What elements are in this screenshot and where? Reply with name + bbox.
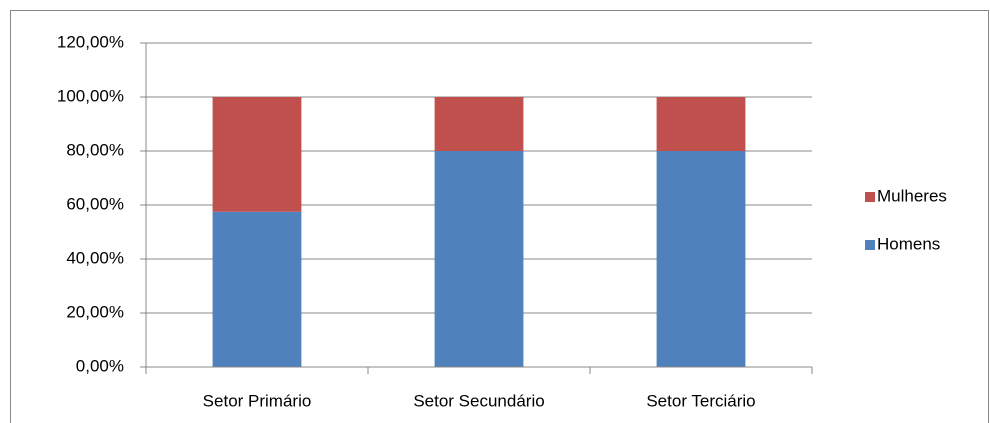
- y-tick-label: 120,00%: [57, 32, 124, 51]
- x-tick-label: Setor Terciário: [646, 391, 755, 410]
- x-tick-label: Setor Secundário: [413, 391, 544, 410]
- bar-segment: [212, 97, 302, 212]
- legend-swatch: [865, 192, 875, 202]
- legend-label: Homens: [877, 234, 940, 253]
- y-tick-label: 100,00%: [57, 86, 124, 105]
- x-tick-label: Setor Primário: [203, 391, 312, 410]
- bar-segment: [656, 151, 746, 367]
- legend-label: Mulheres: [877, 186, 947, 205]
- bar-segment: [434, 97, 524, 151]
- y-tick-label: 20,00%: [66, 302, 124, 321]
- y-tick-label: 60,00%: [66, 194, 124, 213]
- legend-swatch: [865, 240, 875, 250]
- bar-segment: [434, 151, 524, 367]
- bar-segment: [656, 97, 746, 151]
- y-tick-label: 40,00%: [66, 248, 124, 267]
- y-tick-label: 80,00%: [66, 140, 124, 159]
- bar-segment: [212, 211, 302, 367]
- y-tick-label: 0,00%: [76, 356, 124, 375]
